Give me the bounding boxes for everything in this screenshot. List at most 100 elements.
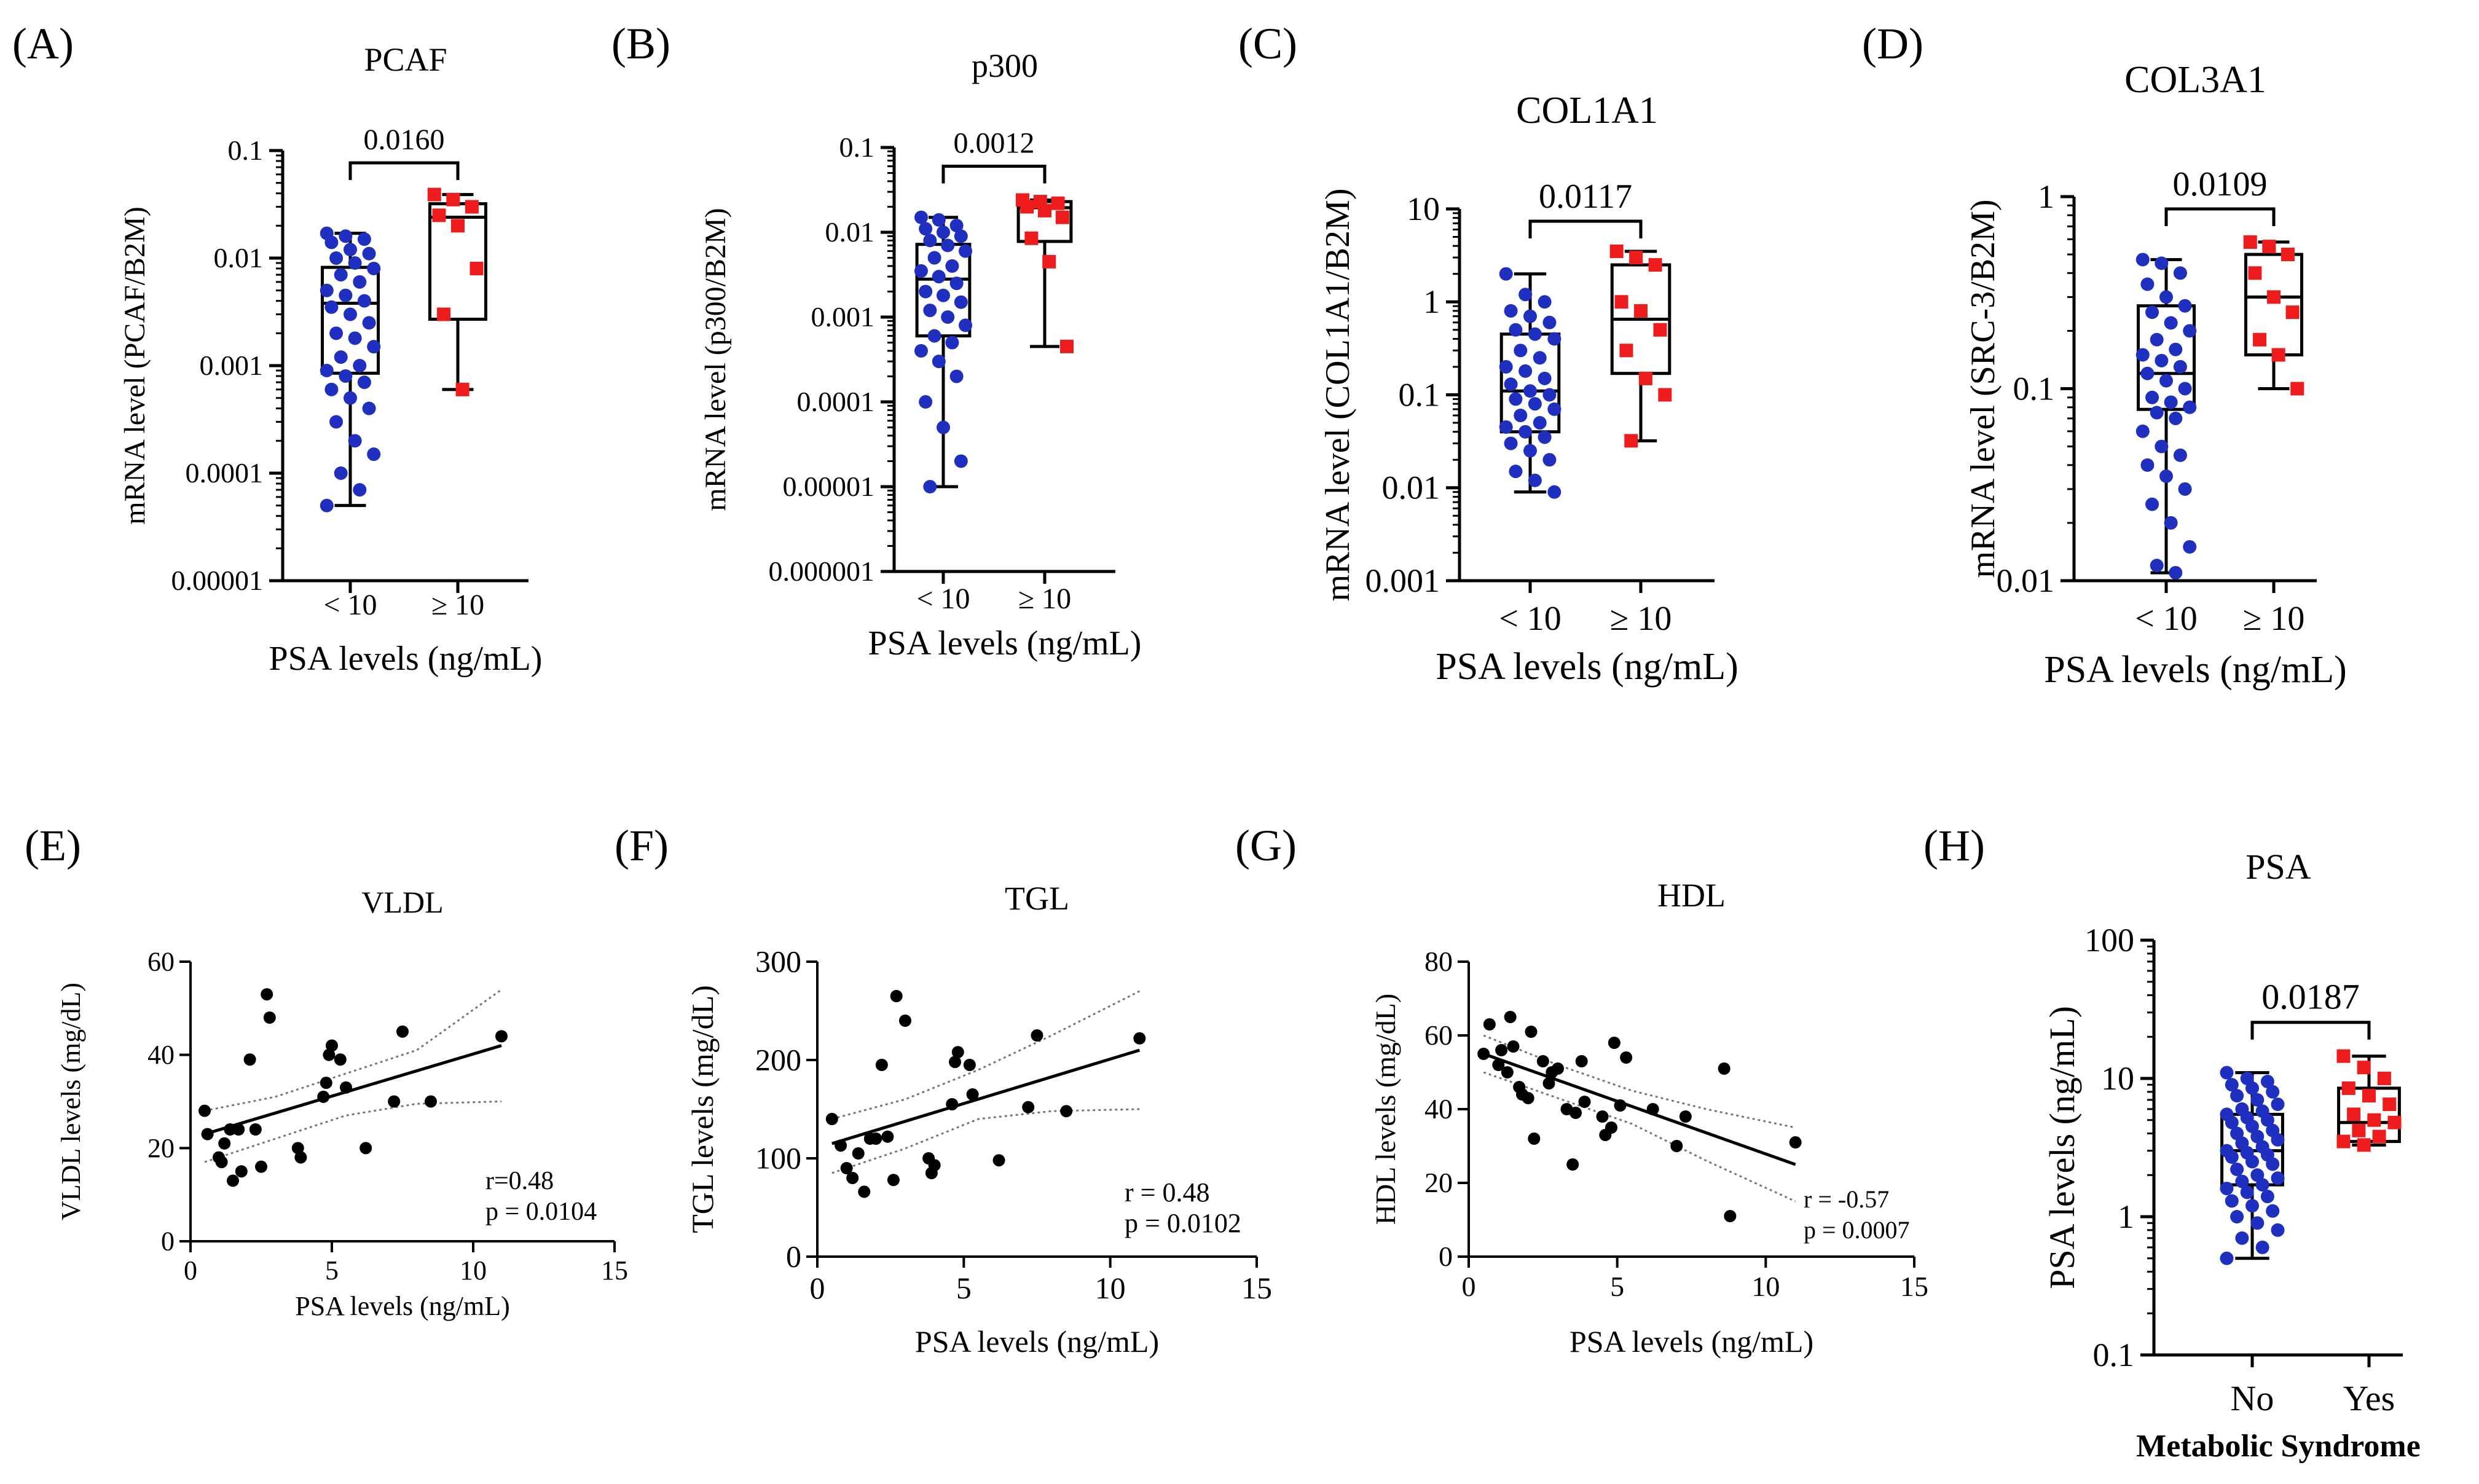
data-point: [852, 1147, 865, 1160]
data-point: [928, 1159, 941, 1172]
data-point: [2140, 277, 2155, 291]
data-point: [1060, 1105, 1073, 1118]
data-point: [320, 364, 334, 378]
data-point: [249, 1123, 262, 1136]
data-point: [1523, 309, 1537, 323]
data-point: [1020, 200, 1034, 214]
data-point: [1525, 1026, 1538, 1038]
data-point: [2243, 235, 2257, 249]
y-tick-label: 0.1: [839, 132, 875, 163]
x-axis-label: PSA levels (ng/mL): [295, 1291, 510, 1321]
y-tick-label: 300: [755, 944, 801, 979]
data-point: [2225, 1150, 2239, 1164]
data-point: [465, 200, 479, 214]
data-point: [1477, 1048, 1490, 1060]
data-point: [388, 1095, 401, 1108]
data-point: [1499, 420, 1513, 434]
data-point: [2362, 1089, 2376, 1103]
y-tick-label: 0.0001: [797, 386, 875, 417]
data-point: [2266, 1204, 2280, 1218]
x-tick-label: 10: [1751, 1271, 1780, 1302]
data-point: [362, 316, 376, 330]
panel-e: (E) VLDL PSA levels (ng/mL) VLDL levels (mg…: [25, 821, 628, 1321]
x-axis-label: Metabolic Syndrome: [2136, 1429, 2421, 1464]
data-point: [1528, 397, 1542, 411]
data-point: [367, 447, 381, 461]
data-point: [353, 483, 367, 497]
data-point: [1570, 1107, 1582, 1119]
x-tick-label: 15: [1900, 1271, 1928, 1302]
data-point: [1514, 344, 1528, 358]
data-point: [227, 1174, 239, 1187]
x-tick-label: 0: [810, 1271, 825, 1305]
data-point: [425, 1095, 437, 1108]
data-point: [1552, 1062, 1564, 1075]
category-label: < 10: [1499, 600, 1562, 638]
data-point: [949, 219, 964, 233]
data-point: [201, 1128, 214, 1140]
x-tick-label: 15: [1241, 1271, 1272, 1305]
data-point: [2253, 332, 2267, 347]
x-axis-label: PSA levels (ng/mL): [868, 624, 1142, 662]
data-point: [329, 415, 344, 429]
data-point: [949, 1056, 962, 1069]
data-point: [2173, 448, 2187, 462]
data-point: [344, 391, 357, 405]
p-value-label: 0.0117: [1539, 178, 1632, 216]
data-point: [932, 355, 946, 369]
data-point: [2250, 1093, 2265, 1107]
data-point: [2230, 1162, 2244, 1176]
data-point: [261, 988, 273, 1001]
data-point: [945, 259, 959, 273]
panel-label: (F): [615, 821, 669, 870]
data-point: [367, 261, 381, 275]
data-point: [2173, 359, 2187, 374]
data-point: [1533, 416, 1547, 430]
data-point: [2164, 395, 2178, 409]
data-point: [2220, 1182, 2234, 1196]
ci-lower: [204, 1101, 502, 1163]
data-point: [2135, 424, 2150, 438]
data-point: [2164, 316, 2178, 330]
data-point: [1483, 1018, 1496, 1031]
x-tick-label: 5: [956, 1271, 972, 1305]
data-point: [890, 990, 903, 1002]
data-point: [353, 359, 367, 372]
data-point: [2230, 1210, 2244, 1223]
y-tick-label: 0.001: [1365, 562, 1440, 599]
data-point: [1634, 304, 1648, 318]
data-point: [2260, 1113, 2274, 1127]
x-axis-label: PSA levels (ng/mL): [915, 1324, 1159, 1359]
data-point: [1547, 485, 1562, 499]
data-point: [2155, 439, 2169, 453]
data-point: [835, 1139, 847, 1152]
data-point: [2285, 305, 2300, 320]
data-point: [1547, 402, 1562, 416]
panel-h: (H) PSA Metabolic Syndrome PSA levels (ng/m…: [1923, 821, 2421, 1464]
y-tick-label: 20: [1424, 1167, 1453, 1198]
data-point: [840, 1162, 853, 1174]
data-point: [215, 1156, 228, 1169]
y-tick-label: 80: [1424, 946, 1453, 977]
data-point: [2135, 253, 2150, 267]
y-tick-label: 0.01: [825, 216, 875, 248]
data-point: [1619, 344, 1633, 358]
y-tick-label: 40: [1424, 1093, 1453, 1125]
data-point: [2271, 1133, 2285, 1147]
data-point: [959, 318, 973, 332]
data-point: [1542, 453, 1557, 467]
data-point: [2352, 1123, 2366, 1137]
data-point: [334, 268, 348, 282]
data-point: [914, 210, 928, 224]
panel-label: (A): [12, 19, 74, 68]
data-point: [455, 382, 469, 396]
data-point: [2183, 400, 2197, 414]
data-point: [923, 304, 937, 318]
data-point: [344, 243, 357, 257]
data-point: [899, 1015, 911, 1027]
x-axis-label: PSA levels (ng/mL): [1570, 1324, 1813, 1359]
data-point: [1055, 210, 1069, 224]
x-axis-label: PSA levels (ng/mL): [2044, 649, 2347, 691]
y-tick-label: 20: [147, 1133, 175, 1163]
